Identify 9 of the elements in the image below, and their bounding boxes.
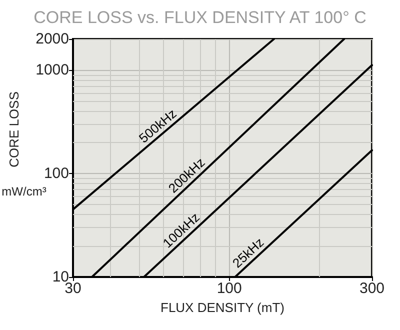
x-tick-label: 100 — [216, 280, 242, 297]
text: mW/cm³ — [2, 184, 46, 198]
x-tick-label: 300 — [359, 280, 385, 297]
y-axis-title: CORE LOSS — [6, 91, 22, 168]
y-tick-label: 100 — [44, 165, 69, 182]
chart-title: CORE LOSS vs. FLUX DENSITY AT 100° C — [34, 8, 366, 27]
y-tick-label: 2000 — [36, 30, 69, 48]
y-tick-label: 1000 — [36, 62, 69, 79]
x-axis-title: FLUX DENSITY (mT) — [160, 300, 284, 315]
